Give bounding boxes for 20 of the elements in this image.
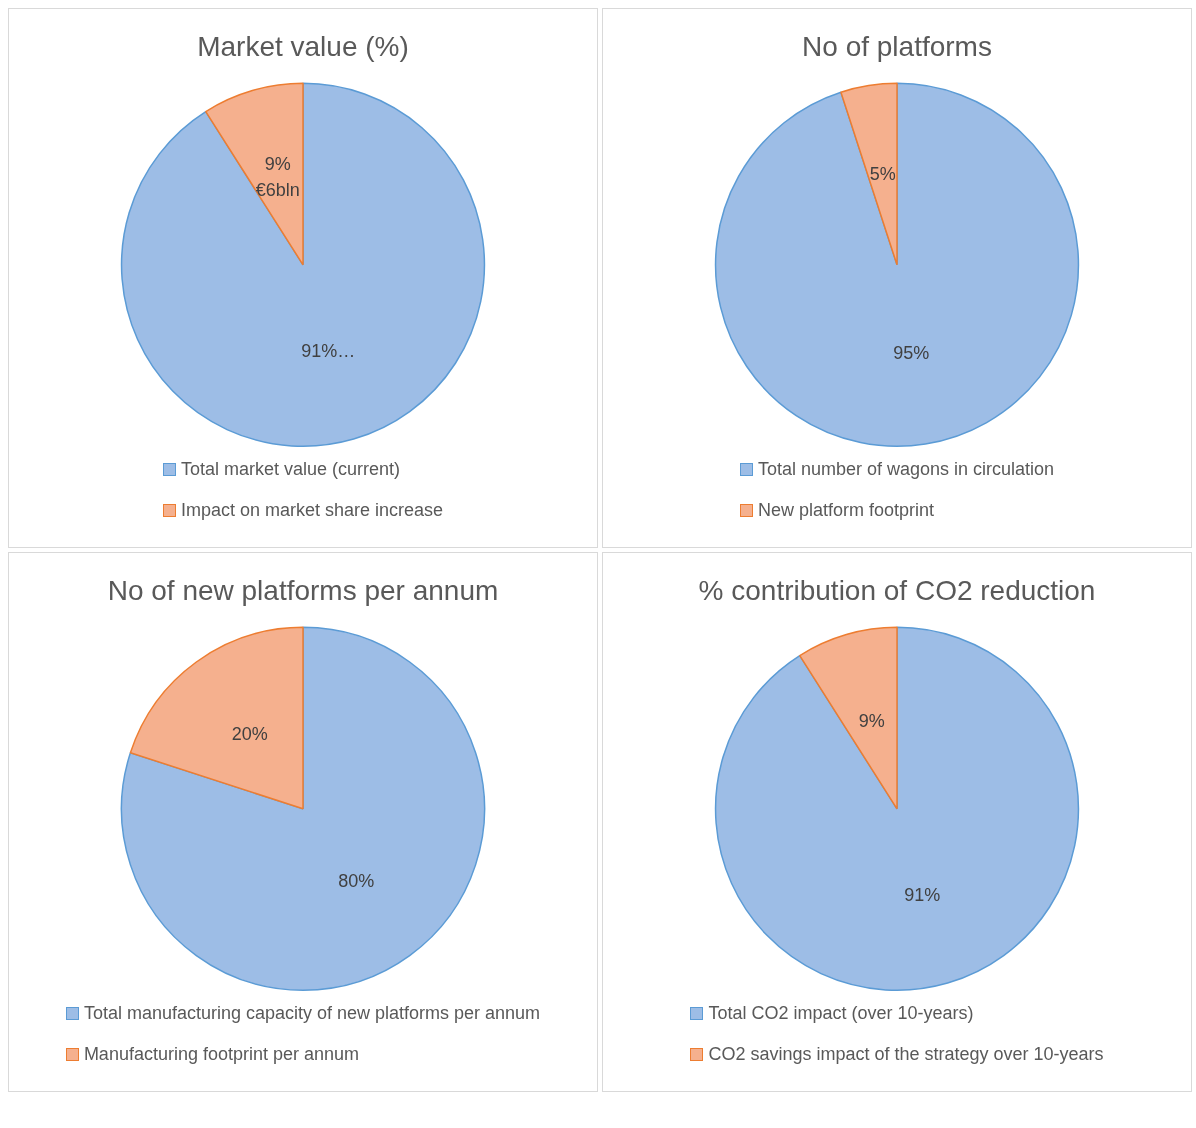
legend-label: Impact on market share increase (180, 500, 444, 521)
data-label: 5% (869, 164, 896, 185)
data-label: 9% €6bln (255, 153, 300, 200)
chart-title: % contribution of CO2 reduction (698, 574, 1096, 606)
data-label: 95% (893, 343, 930, 364)
legend-label: Total market value (current) (180, 459, 401, 480)
chart-title: No of platforms (802, 30, 992, 62)
legend-label: Total CO2 impact (over 10-years) (708, 1003, 974, 1024)
data-label: 91% (904, 884, 941, 905)
data-label: 9% (858, 710, 885, 731)
data-label: 91%… (301, 340, 356, 361)
chart-title: No of new platforms per annum (107, 574, 499, 606)
legend-label: Manufacturing footprint per annum (83, 1044, 360, 1065)
legend-label: New platform footprint (757, 500, 934, 521)
legend-label: Total number of wagons in circulation (757, 459, 1055, 480)
legend-label: Total manufacturing capacity of new platforms per annum (83, 1003, 541, 1024)
chart-title: Market value (%) (197, 30, 409, 62)
legend-label: CO2 savings impact of the strategy over 10-years (708, 1044, 1104, 1065)
data-label: 80% (338, 871, 375, 892)
data-label: 20% (231, 724, 268, 745)
